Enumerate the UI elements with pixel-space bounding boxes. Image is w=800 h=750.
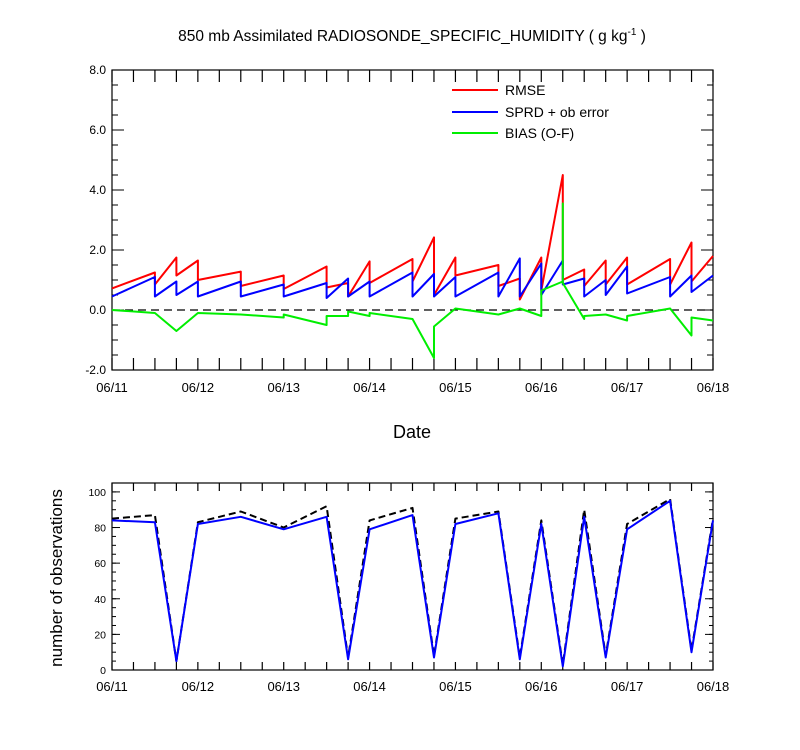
top-x-axis-label: Date: [393, 422, 431, 442]
bottom-xtick-label: 06/15: [439, 679, 472, 694]
chart-title-end: ): [636, 28, 645, 45]
bottom-xtick-label: 06/16: [525, 679, 558, 694]
top-xtick-label: 06/11: [96, 380, 128, 395]
bottom-xtick-label: 06/12: [182, 679, 215, 694]
bottom-ytick-label: 0: [100, 665, 106, 677]
bottom-series-observations-used: [111, 499, 714, 668]
top-xtick-label: 06/15: [439, 380, 472, 395]
bottom-ytick-label: 100: [88, 487, 106, 499]
bottom-xtick-label: 06/18: [697, 679, 730, 694]
top-series-sprd-ob-error: [111, 257, 714, 299]
top-plot-area: -2.0 0.0 2.0 4.0 6.0 8.0 06/11 06/12 06/13 06/14 0…: [85, 63, 729, 395]
bottom-ytick-label: 20: [94, 629, 106, 641]
bottom-xtick-label: 06/13: [267, 679, 300, 694]
chart-title-main: 850 mb Assimilated RADIOSONDE_SPECIFIC_H…: [178, 28, 627, 45]
top-frame: [111, 69, 714, 371]
legend-label-rmse: RMSE: [505, 82, 545, 98]
top-xtick-label: 06/14: [353, 380, 386, 395]
top-xtick-label: 06/12: [182, 380, 215, 395]
top-ytick-label: 4.0: [89, 183, 106, 197]
bottom-xtick-label: 06/11: [96, 679, 128, 694]
bottom-xtick-label: 06/17: [611, 679, 644, 694]
top-xtick-label: 06/13: [267, 380, 300, 395]
chart-title-superscript: -1: [627, 27, 636, 38]
top-xtick-label: 06/16: [525, 380, 558, 395]
top-xtick-label: 06/17: [611, 380, 644, 395]
chart-title: 850 mb Assimilated RADIOSONDE_SPECIFIC_H…: [178, 27, 646, 45]
bottom-y-axis-label: number of observations: [47, 489, 66, 667]
legend-label-bias: BIAS (O-F): [505, 125, 574, 141]
top-xtick-label: 06/18: [697, 380, 730, 395]
top-ytick-label: 8.0: [89, 63, 106, 77]
bottom-xtick-label: 06/14: [353, 679, 386, 694]
bottom-ytick-label: 40: [94, 594, 106, 606]
bottom-plot-area: 0 20 40 60 80 100 06/11 06/12 06/13 06/14 06/15 06/…: [88, 482, 730, 694]
top-series-bias-o-f: [111, 202, 714, 359]
top-ytick-label: -2.0: [85, 363, 106, 377]
legend-label-sprd: SPRD + ob error: [505, 104, 609, 120]
top-ytick-label: 6.0: [89, 123, 106, 137]
top-series-rmse: [111, 174, 714, 301]
top-ytick-label: 2.0: [89, 243, 106, 257]
bottom-ytick-label: 60: [94, 558, 106, 570]
bottom-ytick-label: 80: [94, 523, 106, 535]
top-ytick-label: 0.0: [89, 303, 106, 317]
legend: RMSE SPRD + ob error BIAS (O-F): [452, 82, 609, 141]
